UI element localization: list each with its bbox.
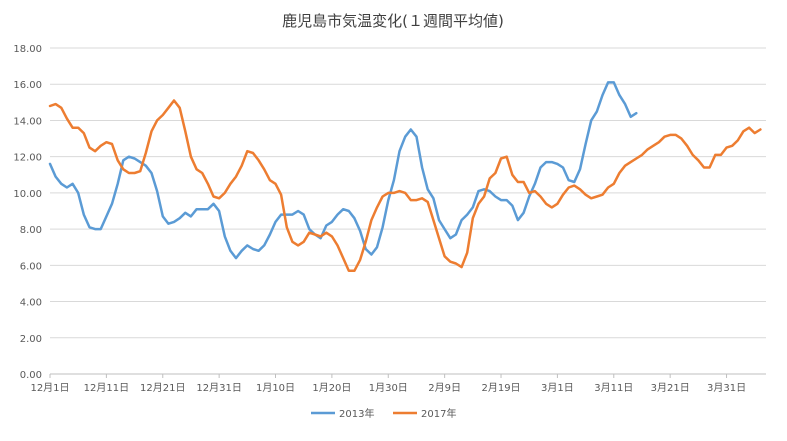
- x-tick-label: 3月1日: [541, 382, 574, 394]
- gridlines: [50, 47, 766, 375]
- x-tick-label: 3月21日: [651, 382, 690, 394]
- x-axis-ticks: 12月1日 12月11日 12月21日 12月31日 1月10日 1月20日 1月30日 2月…: [30, 374, 746, 394]
- y-tick-label: 4.00: [20, 298, 42, 309]
- y-tick-label: 18.00: [13, 44, 42, 55]
- x-tick-label: 12月31日: [196, 382, 241, 394]
- y-tick-label: 8.00: [20, 225, 42, 236]
- legend-label-1: 2017年: [421, 407, 456, 420]
- x-tick-label: 12月11日: [84, 382, 129, 394]
- y-tick-label: 2.00: [20, 334, 42, 345]
- y-tick-label: 16.00: [13, 80, 42, 91]
- y-tick-label: 10.00: [13, 189, 42, 200]
- y-tick-label: 6.00: [20, 261, 42, 272]
- x-tick-label: 2月19日: [481, 382, 520, 394]
- x-tick-label: 3月11日: [594, 382, 633, 394]
- y-axis-ticks: 0.00 2.00 4.00 6.00 8.00 10.00 12.00 14.00 16.00…: [13, 44, 42, 381]
- x-tick-label: 1月10日: [256, 382, 295, 394]
- chart-title: 鹿児島市気温変化(１週間平均値): [282, 12, 504, 30]
- series-lines: [48, 81, 762, 273]
- series-line-0: [48, 81, 638, 260]
- x-tick-label: 1月20日: [312, 382, 351, 394]
- x-tick-label: 3月31日: [707, 382, 746, 394]
- x-tick-label: 12月1日: [30, 382, 69, 394]
- x-tick-label: 12月21日: [140, 382, 185, 394]
- x-tick-label: 1月30日: [369, 382, 408, 394]
- x-tick-label: 2月9日: [428, 382, 461, 394]
- y-tick-label: 12.00: [13, 153, 42, 164]
- y-tick-label: 0.00: [20, 370, 42, 381]
- series-line-1: [48, 99, 762, 273]
- legend-label-0: 2013年: [339, 407, 374, 420]
- legend: 2013年 2017年: [311, 407, 456, 420]
- y-tick-label: 14.00: [13, 116, 42, 127]
